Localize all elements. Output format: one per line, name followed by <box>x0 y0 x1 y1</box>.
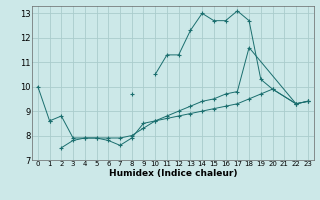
X-axis label: Humidex (Indice chaleur): Humidex (Indice chaleur) <box>108 169 237 178</box>
